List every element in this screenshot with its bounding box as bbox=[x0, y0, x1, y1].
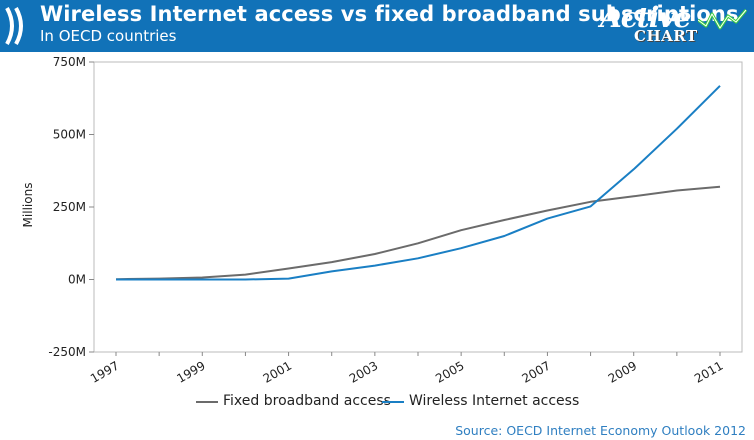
legend-item-fixed: Fixed broadband access bbox=[196, 392, 396, 412]
legend: Fixed broadband access Wireless Internet… bbox=[0, 392, 754, 412]
chart-header: Wireless Internet access vs fixed broadb… bbox=[0, 0, 754, 52]
chart-subtitle: In OECD countries bbox=[40, 27, 177, 45]
x-tick-label: 2003 bbox=[347, 358, 380, 385]
y-tick-label: 750M bbox=[53, 55, 86, 69]
line-chart: 750M 500M 250M 0M -250M 1997 1999 2001 2003 2005… bbox=[21, 55, 743, 386]
series-line-wireless bbox=[116, 85, 721, 281]
chart-title: Wireless Internet access vs fixed broadb… bbox=[40, 2, 739, 26]
y-tick-label: -250M bbox=[48, 345, 86, 359]
x-tick-label: 2009 bbox=[606, 358, 639, 385]
x-tick-label: 1997 bbox=[88, 358, 121, 385]
legend-swatch-fixed bbox=[196, 401, 218, 403]
plot-area bbox=[93, 61, 743, 353]
x-tick-label: 2001 bbox=[261, 358, 294, 385]
legend-item-wireless: Wireless Internet access bbox=[382, 392, 592, 412]
legend-swatch-wireless bbox=[382, 401, 404, 403]
x-tick-label: 1999 bbox=[174, 358, 207, 385]
legend-label-wireless: Wireless Internet access bbox=[409, 393, 580, 409]
sparkline-icon bbox=[698, 9, 748, 30]
y-tick-label: 250M bbox=[53, 200, 86, 214]
brand-word: Active bbox=[600, 1, 691, 34]
x-tick-label: 2011 bbox=[692, 358, 725, 385]
x-tick-label: 2007 bbox=[519, 358, 552, 385]
y-tick-label: 500M bbox=[53, 128, 86, 142]
activechart-logo: Active CHART bbox=[598, 0, 754, 50]
legend-label-fixed: Fixed broadband access bbox=[223, 393, 391, 409]
y-axis-title: Millions bbox=[21, 183, 35, 228]
x-tick-label: 2005 bbox=[433, 358, 466, 385]
oecd-logo-icon bbox=[5, 7, 23, 45]
y-tick-label: 0M bbox=[68, 273, 86, 287]
source-note: Source: OECD Internet Economy Outlook 20… bbox=[455, 423, 746, 438]
series-line-fixed-broadband bbox=[115, 185, 721, 281]
brand-sub: CHART bbox=[634, 27, 698, 45]
